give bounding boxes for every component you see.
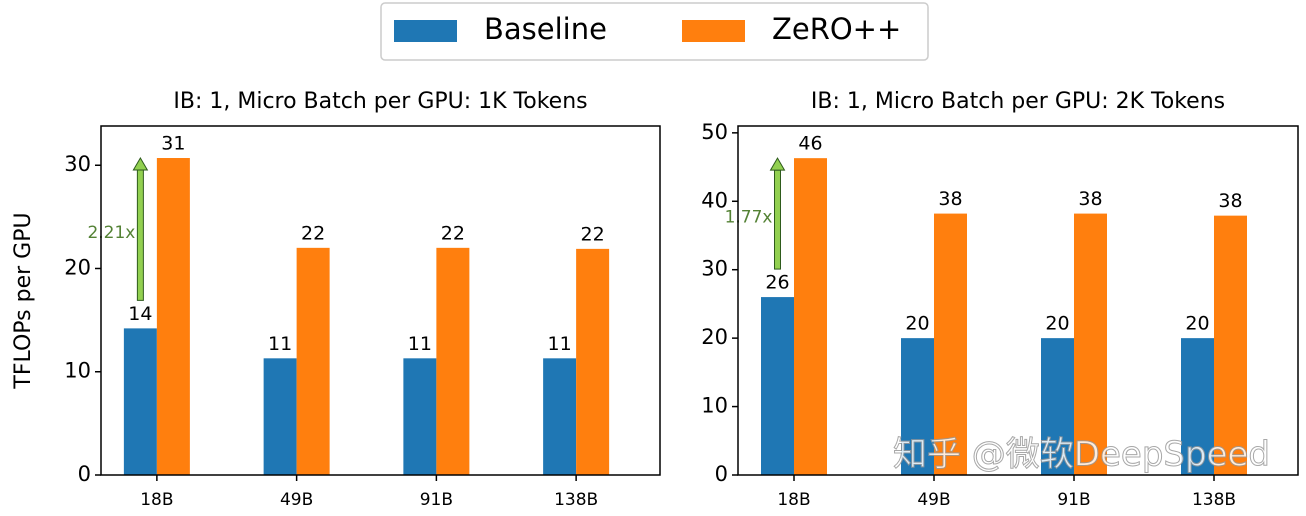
value-label: 14 [128, 303, 152, 325]
x-tick-label: 138B [1192, 490, 1236, 510]
x-tick-label: 49B [280, 490, 313, 510]
chart-title: IB: 1, Micro Batch per GPU: 2K Tokens [811, 89, 1225, 114]
value-label: 38 [1078, 188, 1102, 210]
value-label: 31 [161, 133, 185, 155]
bar [901, 338, 934, 475]
value-label: 11 [268, 333, 292, 355]
arrow-head [132, 157, 149, 171]
bar [403, 358, 437, 475]
y-tick-label: 20 [64, 255, 91, 279]
y-tick-label: 0 [715, 462, 728, 486]
x-tick-label: 138B [554, 490, 598, 510]
y-axis-label: TFLOPs per GPU [11, 212, 36, 389]
arrow-shaft [774, 169, 781, 270]
value-label: 46 [798, 133, 822, 155]
bar [1074, 213, 1107, 475]
arrow-head [769, 157, 786, 171]
value-label: 20 [1045, 313, 1069, 335]
legend-box [380, 2, 929, 61]
bar [543, 358, 577, 475]
y-tick-label: 10 [64, 359, 91, 383]
y-tick-label: 30 [64, 152, 91, 176]
value-label: 22 [441, 222, 465, 244]
value-label: 38 [1218, 190, 1242, 212]
annotation: 2.21x [87, 223, 135, 243]
watermark: 知乎 @微软DeepSpeed [893, 435, 1270, 475]
value-label: 22 [301, 222, 325, 244]
y-tick-label: 30 [701, 257, 728, 281]
annotation: 1.77x [725, 208, 773, 228]
y-tick-label: 50 [701, 120, 728, 144]
x-tick-label: 18B [777, 490, 810, 510]
bar [123, 328, 157, 475]
bar [934, 213, 967, 475]
y-tick-label: 0 [78, 462, 91, 486]
x-tick-label: 91B [420, 490, 453, 510]
plot-frame [737, 125, 1299, 476]
y-tick-label: 20 [701, 325, 728, 349]
bar [1214, 215, 1247, 476]
value-label: 11 [408, 333, 432, 355]
value-label: 20 [905, 313, 929, 335]
value-label: 38 [938, 188, 962, 210]
plot-frame [100, 125, 661, 476]
x-tick-label: 91B [1057, 490, 1090, 510]
bar [263, 358, 297, 475]
bar [1041, 338, 1074, 475]
bar [576, 248, 610, 475]
bar [794, 158, 827, 475]
value-label: 20 [1185, 313, 1209, 335]
value-label: 26 [765, 272, 789, 294]
y-tick-label: 40 [701, 188, 728, 212]
legend-label: ZeRO++ [772, 12, 901, 46]
bar [296, 247, 330, 475]
value-label: 22 [581, 223, 605, 245]
legend-label: Baseline [484, 12, 607, 46]
legend-swatch [394, 20, 457, 42]
chart-title: IB: 1, Micro Batch per GPU: 1K Tokens [173, 89, 587, 114]
value-label: 11 [548, 333, 572, 355]
x-tick-label: 18B [140, 490, 173, 510]
x-tick-label: 49B [917, 490, 950, 510]
y-tick-label: 10 [701, 394, 728, 418]
legend-swatch [682, 20, 745, 42]
bar [156, 158, 190, 475]
bar [436, 247, 470, 475]
arrow-shaft [136, 169, 144, 301]
bar [761, 297, 794, 475]
bar [1181, 338, 1214, 475]
